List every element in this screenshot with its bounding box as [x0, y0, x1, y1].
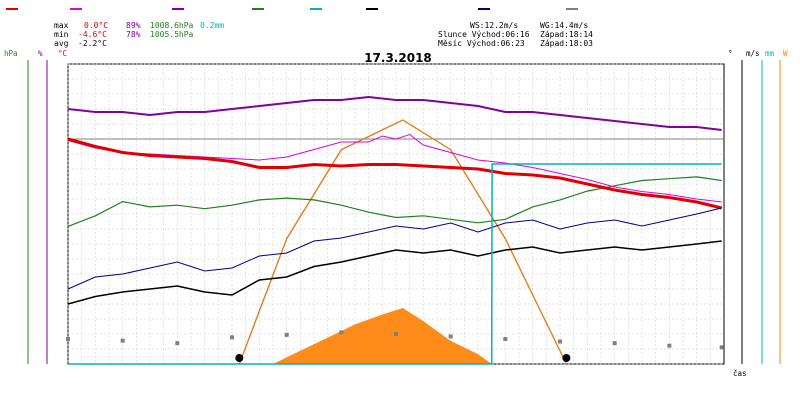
- wind-direction-point: [667, 343, 672, 348]
- stats-max-hum: 89%: [126, 21, 141, 30]
- axis-unit-wm2: W: [783, 49, 788, 58]
- stats-sun-set: Západ:18:14: [540, 30, 593, 39]
- series-wind-gust-line: [67, 207, 722, 290]
- plot-grid: [67, 63, 725, 365]
- stats-moon-rise: Měsíc Východ:06:23: [438, 39, 525, 48]
- stats-avg-temp: -2.2°C: [78, 39, 107, 48]
- stats-label-max: max: [54, 21, 69, 30]
- wind-direction-point: [719, 345, 724, 350]
- wind-direction-point: [175, 341, 180, 346]
- sun-event-marker: [562, 354, 571, 362]
- axis-unit-hpa: hPa: [4, 49, 18, 58]
- stats-label-min: min: [54, 30, 69, 39]
- series-humidity-line: [67, 95, 722, 131]
- wind-direction-point: [66, 337, 70, 341]
- wind-direction-point: [120, 338, 125, 343]
- wind-direction-point: [230, 335, 234, 340]
- stats-moon-set: Západ:18:03: [540, 39, 593, 48]
- stats-min-hum: 78%: [126, 30, 141, 39]
- stats-block: max 0.0°C 89% 1008.6hPa 0.2mm min -4.6°C…: [54, 21, 593, 48]
- chart-title: 17.3.2018: [364, 51, 432, 65]
- wind-direction-point: [284, 332, 289, 337]
- plot-series: [66, 95, 724, 365]
- series-precipitation-line: [68, 163, 722, 365]
- stats-ws: WS:12.2m/s: [470, 21, 518, 30]
- stats-sun-rise: Slunce Východ:06:16: [438, 30, 530, 39]
- wind-direction-point: [448, 334, 453, 339]
- wind-direction-point: [558, 339, 562, 344]
- series-pressure-line: [67, 176, 722, 227]
- x-axis-label: čas: [733, 369, 747, 378]
- wind-direction-point: [612, 341, 617, 346]
- wind-direction-point: [339, 330, 344, 335]
- series-wind-speed-line: [67, 240, 722, 305]
- series-temperature-line: [67, 137, 723, 210]
- wind-direction-point: [394, 332, 398, 336]
- stats-max-press: 1008.6hPa: [150, 21, 194, 30]
- stats-max-temp: 0.0°C: [84, 21, 108, 30]
- stats-max-rain: 0.2mm: [200, 21, 224, 30]
- axis-unit-pct: %: [38, 49, 43, 58]
- axis-unit-dir: °: [728, 49, 733, 58]
- stats-label-avg: avg: [54, 39, 69, 48]
- sun-event-marker: [235, 354, 244, 362]
- stats-wg: WG:14.4m/s: [540, 21, 588, 30]
- series-solar-radiation-area: [273, 308, 492, 364]
- series-theoretical-radiation-line: [238, 119, 568, 365]
- wind-direction-point: [503, 337, 508, 341]
- axis-unit-mm: mm: [765, 49, 775, 58]
- stats-min-temp: -4.6°C: [78, 30, 107, 39]
- axis-unit-celsius: °C: [58, 49, 67, 58]
- stats-min-press: 1005.5hPa: [150, 30, 194, 39]
- axis-ticks: [27, 60, 781, 364]
- axis-unit-ms: m/s: [746, 49, 760, 58]
